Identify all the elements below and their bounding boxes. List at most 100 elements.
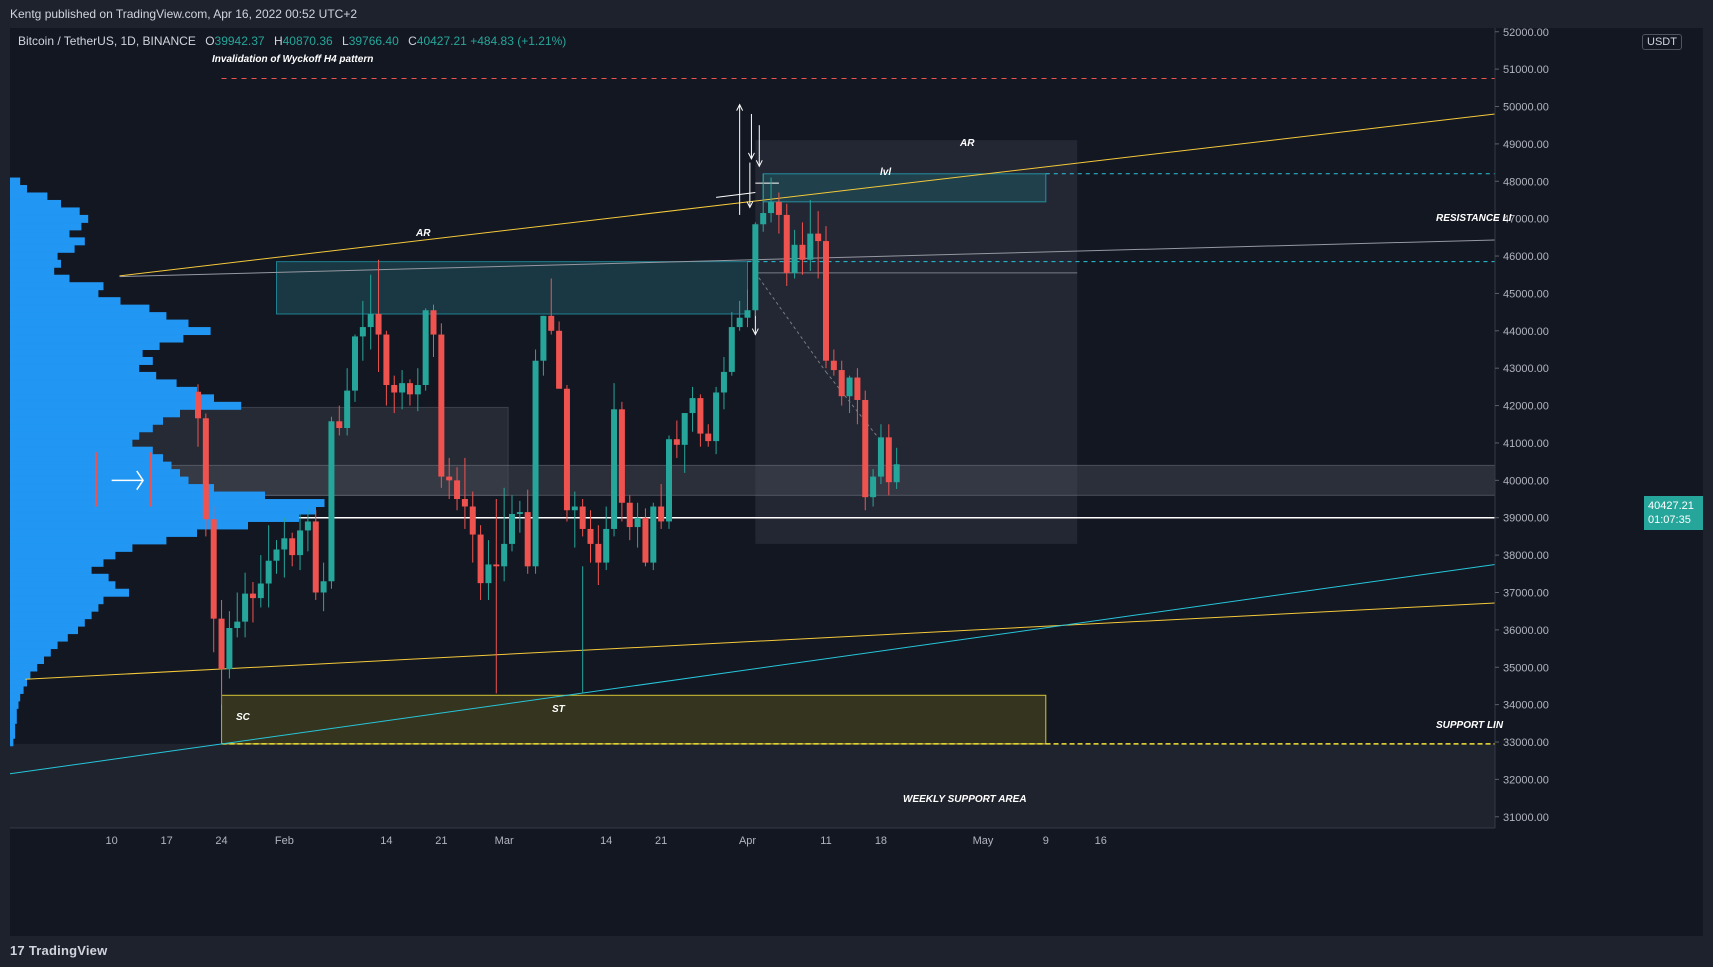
- candle-body: [281, 538, 288, 550]
- change-value: +484.83 (+1.21%): [470, 34, 567, 48]
- volume-profile-bar: [10, 641, 58, 650]
- candle-body: [634, 517, 641, 528]
- y-tick-label: 43000.00: [1503, 363, 1549, 375]
- tradingview-logo-text: TradingView: [28, 943, 108, 958]
- x-tick-label: May: [973, 835, 994, 847]
- candle-body: [399, 383, 406, 393]
- candle-body: [603, 528, 610, 563]
- volume-profile-bar: [10, 304, 150, 313]
- volume-profile-bar: [10, 297, 121, 306]
- volume-profile-bar: [10, 259, 61, 268]
- close-label: C: [408, 34, 417, 48]
- tradingview-logo[interactable]: 17 TradingView: [10, 943, 107, 958]
- lvl-label: lvl: [880, 167, 892, 178]
- candle-body: [571, 506, 578, 511]
- candle-body: [210, 519, 217, 619]
- candle-body: [375, 313, 382, 335]
- volume-profile-bar: [10, 543, 133, 552]
- x-tick-label: 9: [1043, 835, 1049, 847]
- symbol-name[interactable]: Bitcoin / TetherUS, 1D, BINANCE: [18, 34, 196, 48]
- candle-body: [414, 385, 421, 395]
- high-label: H: [273, 34, 283, 48]
- candle-body: [289, 538, 296, 556]
- volume-profile-bar: [10, 685, 24, 694]
- symbol-legend[interactable]: Bitcoin / TetherUS, 1D, BINANCE O39942.3…: [18, 34, 566, 48]
- candle-body: [438, 334, 445, 477]
- candle-body: [650, 506, 657, 563]
- y-tick-label: 46000.00: [1503, 251, 1549, 263]
- volume-profile-bar: [10, 484, 214, 493]
- chart-area[interactable]: 31000.00 32000.00 33000.00 34000.00 35000.00…: [10, 28, 1703, 936]
- candle-body: [336, 421, 343, 428]
- candle-body: [242, 593, 249, 622]
- volume-profile-bar: [10, 349, 143, 358]
- time-axis: [10, 828, 1703, 936]
- candle-body: [218, 618, 225, 670]
- volume-profile-bar: [10, 536, 167, 545]
- candle-body: [642, 517, 649, 563]
- low-label: L: [342, 34, 349, 48]
- y-tick-label: 48000.00: [1503, 176, 1549, 188]
- volume-profile-bar: [10, 499, 325, 508]
- candle-body: [344, 390, 351, 428]
- cyan-trendline: [10, 563, 1496, 775]
- candle-body: [195, 391, 201, 419]
- volume-profile-bar: [10, 603, 99, 612]
- candle-body: [273, 549, 280, 561]
- candle-body: [493, 564, 500, 567]
- candle-body: [838, 370, 845, 397]
- y-tick-label: 32000.00: [1503, 774, 1549, 786]
- volume-profile-bar: [10, 596, 104, 605]
- candle-body: [477, 534, 484, 584]
- candle-body: [304, 521, 311, 531]
- invalidation-label: Invalidation of Wyckoff H4 pattern: [212, 54, 374, 65]
- volume-profile-bar: [10, 274, 70, 283]
- candle-body: [509, 513, 515, 544]
- candle-body: [815, 233, 822, 242]
- price-chart[interactable]: 31000.00 32000.00 33000.00 34000.00 35000.00…: [10, 28, 1703, 936]
- x-tick-label: 18: [875, 835, 887, 847]
- open-label: O: [205, 34, 215, 48]
- volume-profile-bar: [10, 409, 180, 418]
- candle-body: [422, 310, 429, 386]
- candle-body: [666, 439, 672, 522]
- last-price-value: 40427.21: [1648, 500, 1694, 512]
- candle-body: [846, 377, 853, 397]
- x-tick-label: Mar: [495, 835, 514, 847]
- candle-body: [226, 628, 233, 670]
- y-tick-label: 33000.00: [1503, 737, 1549, 749]
- volume-profile-bar: [10, 738, 14, 747]
- volume-profile-bar: [10, 177, 21, 186]
- y-tick-label: 47000.00: [1503, 214, 1549, 226]
- candle-body: [720, 371, 727, 393]
- volume-profile-bar: [10, 185, 27, 193]
- candle-body: [854, 377, 861, 400]
- candle-body: [783, 214, 790, 273]
- candle-body: [768, 201, 775, 214]
- volume-profile-bar: [10, 446, 153, 455]
- y-tick-label: 41000.00: [1503, 438, 1549, 450]
- candle-body: [611, 409, 618, 529]
- y-tick-label: 50000.00: [1503, 102, 1549, 114]
- volume-profile-bar: [10, 491, 265, 500]
- weekly-support-zone: [221, 694, 1047, 745]
- volume-profile-bar: [10, 573, 109, 582]
- candle-body: [391, 385, 398, 393]
- volume-profile-bar: [10, 461, 172, 470]
- y-tick-label: 35000.00: [1503, 662, 1549, 674]
- candle-body: [532, 360, 539, 567]
- volume-profile-bar: [10, 252, 58, 261]
- candle-body: [579, 506, 586, 529]
- candle-body: [697, 398, 704, 434]
- volume-profile-bar: [10, 476, 189, 485]
- last-price-tag: 40427.21 01:07:35: [1644, 496, 1703, 530]
- currency-badge[interactable]: USDT: [1642, 34, 1682, 50]
- low-value: 39766.40: [348, 34, 399, 48]
- x-tick-label: 21: [655, 835, 667, 847]
- volume-profile-bar: [10, 424, 153, 433]
- candle-body: [540, 315, 547, 361]
- candle-body: [312, 521, 319, 593]
- x-tick-label: 14: [380, 835, 392, 847]
- volume-profile-bar: [10, 693, 21, 702]
- y-tick-label: 49000.00: [1503, 139, 1549, 151]
